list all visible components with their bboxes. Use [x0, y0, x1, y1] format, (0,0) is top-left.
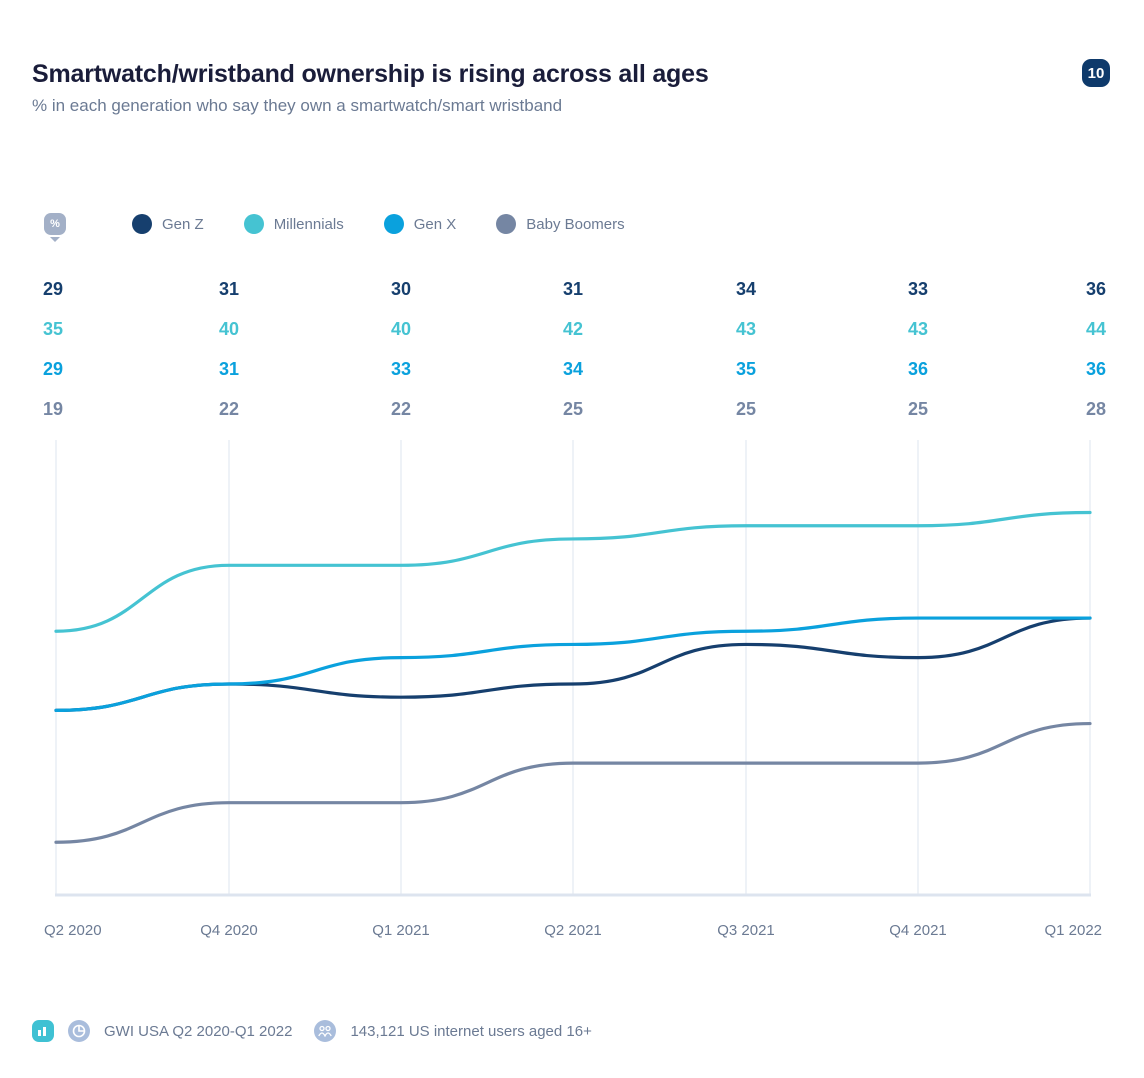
data-label-gen-z: 31 — [219, 279, 239, 299]
data-label-baby-boomers: 25 — [908, 399, 928, 419]
data-label-baby-boomers: 19 — [43, 399, 63, 419]
data-label-millennials: 44 — [1086, 319, 1106, 339]
legend: % Gen Z Millennials Gen X Baby Boomers — [44, 212, 665, 242]
x-tick-label: Q1 2022 — [1044, 922, 1102, 939]
data-label-gen-x: 36 — [908, 359, 928, 379]
x-tick-label: Q2 2020 — [44, 922, 102, 939]
data-label-gen-x: 29 — [43, 359, 63, 379]
legend-label: Gen Z — [162, 215, 204, 233]
data-label-millennials: 43 — [736, 319, 756, 339]
legend-label: Millennials — [273, 215, 344, 233]
data-label-gen-x: 35 — [736, 359, 756, 379]
legend-item-baby-boomers[interactable]: Baby Boomers — [496, 214, 625, 234]
x-tick-label: Q3 2021 — [717, 922, 775, 939]
data-label-millennials: 40 — [219, 319, 239, 339]
data-label-millennials: 35 — [43, 319, 63, 339]
sample-text: 143,121 US internet users aged 16+ — [350, 1022, 592, 1040]
legend-swatch — [496, 214, 517, 234]
data-label-millennials: 42 — [563, 319, 583, 339]
data-label-gen-z: 34 — [736, 279, 756, 299]
data-label-gen-z: 29 — [43, 279, 63, 299]
legend-label: Gen X — [413, 215, 457, 233]
page-number-badge: 10 — [1082, 59, 1110, 87]
legend-item-millennials[interactable]: Millennials — [243, 214, 344, 234]
data-label-gen-x: 33 — [391, 359, 411, 379]
bar-chart-icon[interactable] — [32, 1020, 54, 1042]
series-line-baby-boomers — [54, 721, 1092, 844]
x-tick-label: Q1 2021 — [372, 922, 430, 939]
data-label-baby-boomers: 25 — [563, 399, 583, 419]
legend-item-gen-z[interactable]: Gen Z — [132, 214, 204, 234]
legend-swatch — [132, 214, 152, 234]
pie-chart-icon — [68, 1020, 90, 1042]
x-tick-label: Q2 2021 — [544, 922, 602, 939]
legend-swatch — [383, 214, 404, 234]
source-text: GWI USA Q2 2020-Q1 2022 — [104, 1022, 293, 1040]
chart-subtitle: % in each generation who say they own a … — [32, 96, 563, 115]
data-label-gen-z: 36 — [1086, 279, 1106, 299]
x-tick-label: Q4 2021 — [889, 922, 947, 939]
legend-swatch — [243, 214, 264, 234]
legend-item-gen-x[interactable]: Gen X — [383, 214, 457, 234]
data-label-gen-x: 36 — [1086, 359, 1106, 379]
series-line-gen-x — [54, 616, 1092, 712]
data-label-gen-z: 31 — [563, 279, 583, 299]
data-label-gen-x: 34 — [563, 359, 583, 379]
data-label-gen-z: 30 — [391, 279, 411, 299]
chart-title: Smartwatch/wristband ownership is rising… — [32, 60, 709, 88]
series-line-millennials — [54, 510, 1092, 633]
data-label-millennials: 40 — [391, 319, 411, 339]
footer: GWI USA Q2 2020-Q1 2022 143,121 US inter… — [32, 1020, 592, 1042]
data-label-gen-z: 33 — [908, 279, 928, 299]
legend-label: Baby Boomers — [526, 215, 625, 233]
data-label-baby-boomers: 22 — [219, 399, 239, 419]
people-icon — [314, 1020, 337, 1042]
data-label-baby-boomers: 22 — [391, 399, 411, 419]
data-label-baby-boomers: 28 — [1086, 399, 1106, 419]
x-tick-label: Q4 2020 — [200, 922, 258, 939]
data-label-baby-boomers: 25 — [736, 399, 756, 419]
data-label-millennials: 43 — [908, 319, 928, 339]
percent-icon: % — [44, 213, 66, 242]
data-label-gen-x: 31 — [219, 359, 239, 379]
